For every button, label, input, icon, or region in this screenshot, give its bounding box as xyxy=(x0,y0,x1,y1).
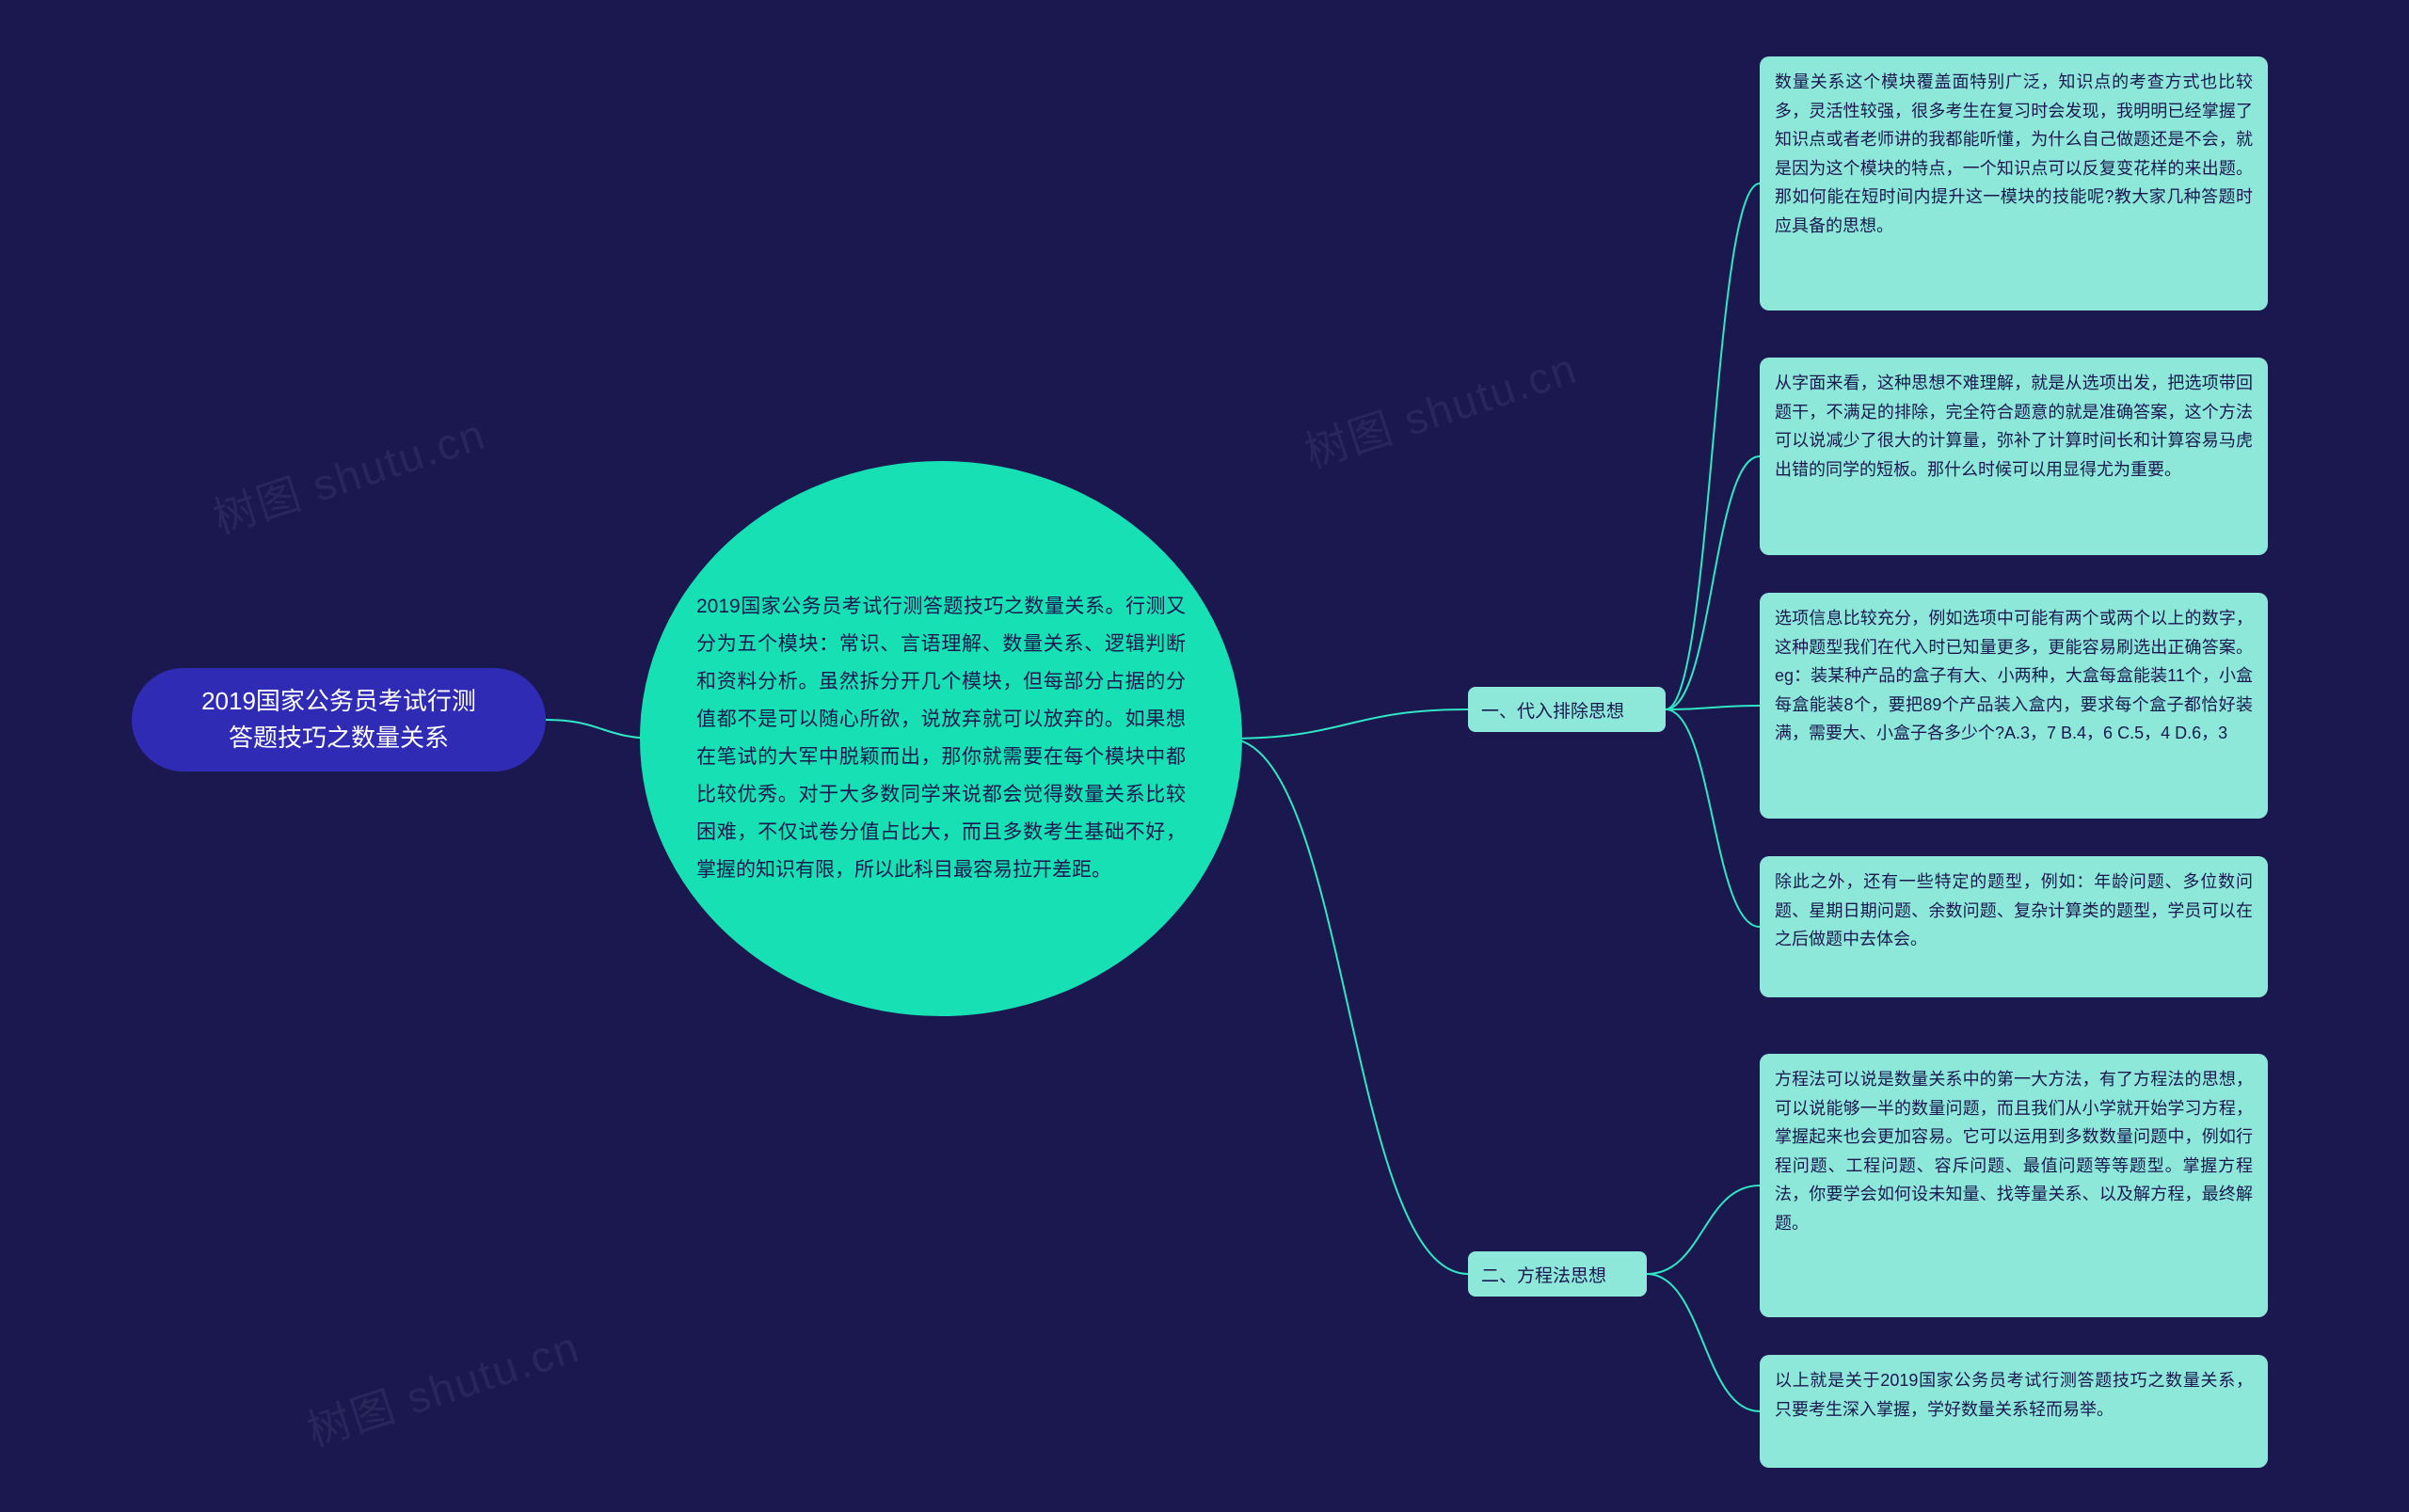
branch-label: 二、方程法思想 xyxy=(1468,1251,1647,1297)
leaf-node: 选项信息比较充分，例如选项中可能有两个或两个以上的数字，这种题型我们在代入时已知… xyxy=(1760,593,2268,819)
branch-label: 一、代入排除思想 xyxy=(1468,687,1666,732)
ellipse-text: 2019国家公务员考试行测答题技巧之数量关系。行测又分为五个模块：常识、言语理解… xyxy=(696,588,1186,888)
leaf-node: 除此之外，还有一些特定的题型，例如：年龄问题、多位数问题、星期日期问题、余数问题… xyxy=(1760,856,2268,997)
root-node: 2019国家公务员考试行测 答题技巧之数量关系 xyxy=(132,668,546,772)
root-text: 2019国家公务员考试行测 答题技巧之数量关系 xyxy=(201,683,476,756)
main-ellipse: 2019国家公务员考试行测答题技巧之数量关系。行测又分为五个模块：常识、言语理解… xyxy=(640,461,1242,1016)
leaf-node: 以上就是关于2019国家公务员考试行测答题技巧之数量关系，只要考生深入掌握，学好… xyxy=(1760,1355,2268,1468)
leaf-node: 从字面来看，这种思想不难理解，就是从选项出发，把选项带回题干，不满足的排除，完全… xyxy=(1760,358,2268,555)
leaf-node: 方程法可以说是数量关系中的第一大方法，有了方程法的思想，可以说能够一半的数量问题… xyxy=(1760,1054,2268,1317)
leaf-node: 数量关系这个模块覆盖面特别广泛，知识点的考查方式也比较多，灵活性较强，很多考生在… xyxy=(1760,56,2268,310)
